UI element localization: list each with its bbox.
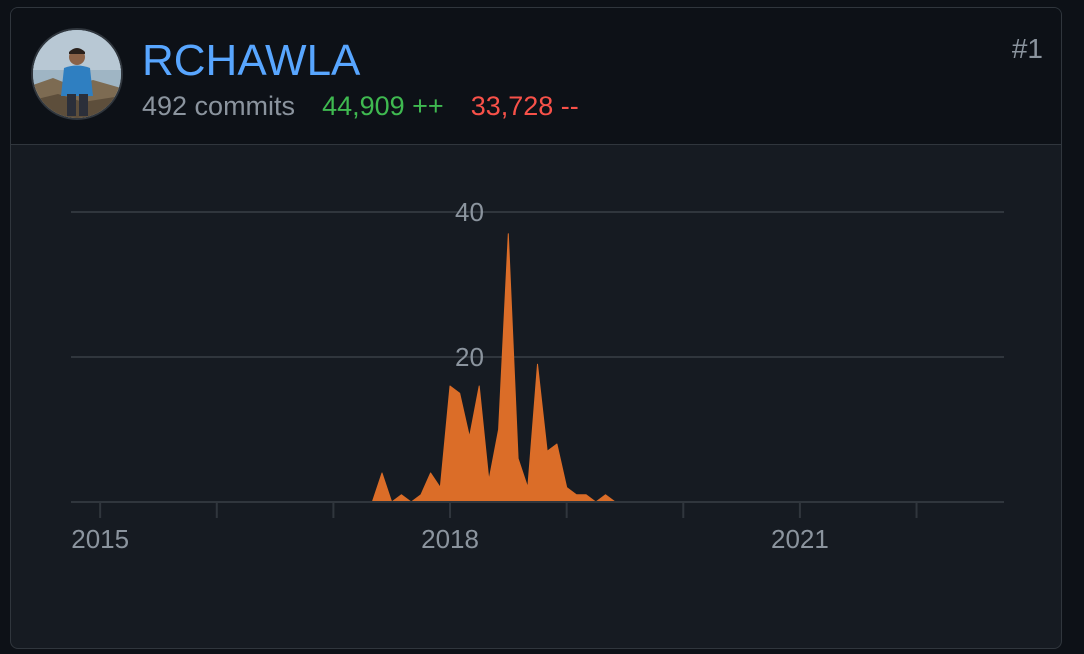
y-tick-label: 20 bbox=[455, 342, 484, 372]
x-tick-label: 2015 bbox=[71, 524, 129, 554]
x-tick-label: 2021 bbox=[771, 524, 829, 554]
contributor-rank: #1 bbox=[1011, 33, 1043, 64]
x-axis bbox=[71, 501, 1004, 518]
commits-count[interactable]: 492 commits bbox=[142, 91, 296, 121]
x-tick-label: 2018 bbox=[421, 524, 479, 554]
contributor-username[interactable]: RCHAWLA bbox=[142, 36, 361, 85]
additions-count: 44,909 ++ bbox=[322, 91, 444, 121]
contributor-stats: 492 commits 44,909 ++ 33,728 -- bbox=[142, 90, 579, 122]
axis-labels: 2015 2018 2021 20 40 bbox=[71, 197, 829, 554]
user-photo-icon[interactable] bbox=[31, 28, 123, 120]
commit-area bbox=[371, 233, 616, 503]
commit-activity-chart: 2015 2018 2021 20 40 bbox=[71, 197, 1004, 554]
deletions-count: 33,728 -- bbox=[470, 91, 579, 121]
area-series bbox=[371, 233, 616, 503]
contributor-card: RCHAWLA 492 commits 44,909 ++ 33,728 -- #1… bbox=[10, 7, 1062, 649]
grid-lines bbox=[71, 211, 1004, 358]
y-tick-label: 40 bbox=[455, 197, 484, 227]
contributor-header: RCHAWLA 492 commits 44,909 ++ 33,728 -- #1 bbox=[11, 8, 1061, 145]
